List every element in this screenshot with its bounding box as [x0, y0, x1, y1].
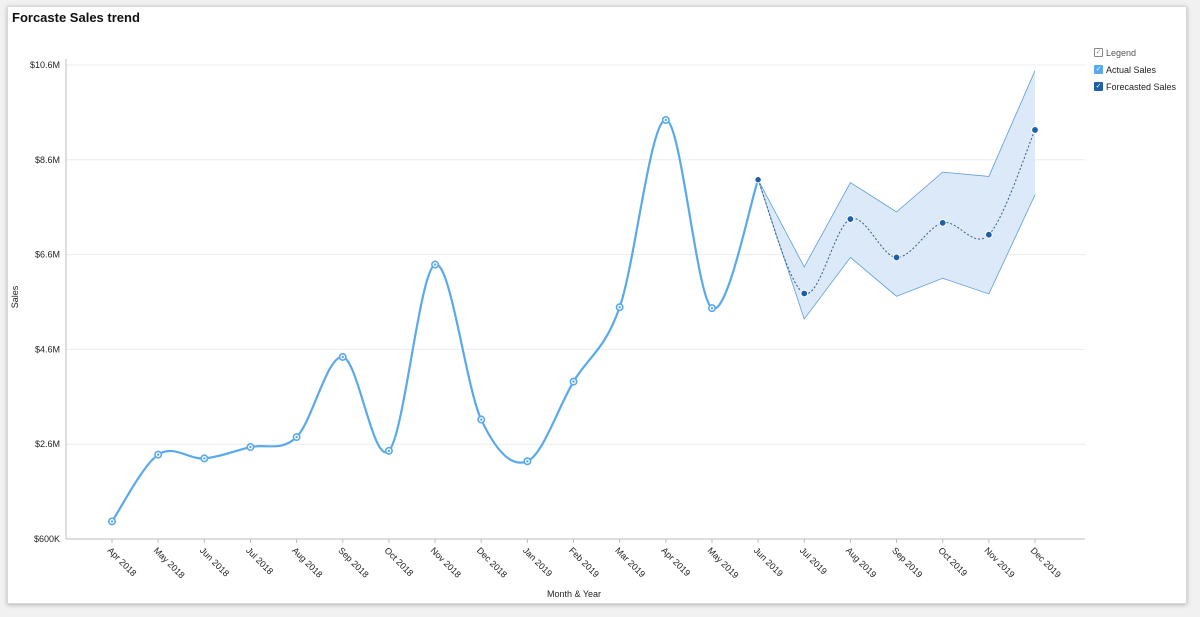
actual-sales-point-core	[387, 449, 391, 453]
legend-toggle-all-icon[interactable]: ✓	[1094, 48, 1103, 57]
x-tick-label: May 2019	[706, 545, 741, 580]
actual-sales-point-core	[710, 306, 714, 310]
legend-item-label: Actual Sales	[1106, 64, 1157, 75]
forecast-sales-point	[846, 215, 855, 223]
x-tick-label: Sep 2019	[890, 545, 924, 579]
chart-title: Forcaste Sales trend	[12, 10, 140, 25]
actual-sales-point-core	[156, 453, 160, 456]
actual-sales-point-core	[572, 380, 575, 383]
legend-item-forecasted-sales[interactable]: ✓ Forecasted Sales	[1094, 78, 1176, 95]
actual-sales-point-core	[433, 263, 437, 266]
checkbox-checked-icon[interactable]: ✓	[1094, 65, 1103, 74]
y-tick-label: $6.6M	[35, 250, 60, 260]
x-tick-label: Aug 2019	[844, 545, 878, 579]
y-tick-label: $4.6M	[35, 344, 60, 354]
x-tick-label: Jul 2018	[244, 545, 275, 576]
chart-card	[7, 6, 1187, 604]
x-tick-label: Apr 2019	[659, 545, 692, 578]
x-tick-label: Jun 2018	[198, 545, 231, 578]
confidence-band	[758, 70, 1035, 320]
forecast-sales-point	[800, 289, 809, 298]
legend-header[interactable]: ✓ Legend	[1094, 44, 1176, 61]
actual-sales-point-core	[526, 460, 529, 463]
axes	[65, 59, 1085, 543]
actual-sales-point-core	[618, 306, 621, 309]
actual-sales-point-core	[664, 118, 667, 122]
forecast-sales-point	[892, 253, 901, 262]
y-axis-label: Sales	[10, 285, 20, 308]
series-lines	[111, 118, 1036, 523]
x-tick-label: Jul 2019	[798, 545, 829, 576]
legend-item-label: Forecasted Sales	[1106, 81, 1177, 92]
actual-sales-point-core	[110, 520, 114, 523]
forecast-sales-point	[984, 230, 993, 239]
x-tick-label: Oct 2019	[936, 545, 969, 578]
x-tick-label: Jun 2019	[752, 545, 785, 578]
actual-sales-point	[754, 176, 762, 184]
actual-sales-point-core	[295, 435, 298, 439]
lower-bound-line	[757, 179, 1036, 320]
x-tick-label: Oct 2018	[382, 545, 415, 578]
legend-header-label: Legend	[1106, 47, 1137, 58]
y-tick-label: $10.6M	[30, 60, 60, 70]
x-tick-label: Apr 2018	[106, 545, 139, 578]
actual-sales-point-core	[341, 355, 344, 359]
actual-sales-point-core	[249, 445, 252, 449]
y-tick-label: $8.6M	[35, 155, 60, 165]
x-tick-label: Mar 2019	[613, 545, 647, 579]
x-tick-label: Dec 2018	[475, 545, 509, 579]
upper-bound-line	[757, 70, 1036, 268]
legend-item-actual-sales[interactable]: ✓ Actual Sales	[1094, 61, 1176, 78]
data-points	[108, 115, 1039, 526]
y-tick-label: $600K	[34, 534, 60, 544]
x-tick-label: Sep 2018	[336, 545, 370, 579]
legend: ✓ Legend ✓ Actual Sales ✓ Forecasted Sal…	[1094, 44, 1176, 95]
actual-sales-point-core	[203, 457, 206, 460]
forecast-band	[757, 70, 1036, 320]
x-axis-label: Month & Year	[547, 589, 601, 599]
forecast-sales-point	[938, 218, 947, 227]
x-tick-label: Nov 2018	[429, 545, 463, 579]
x-tick-label: Dec 2019	[1029, 545, 1063, 579]
x-tick-label: Feb 2019	[567, 545, 601, 579]
y-tick-label: $2.6M	[35, 439, 60, 449]
x-tick-label: Aug 2018	[290, 545, 324, 579]
x-tick-label: Jan 2019	[521, 545, 554, 578]
x-tick-label: Nov 2019	[982, 545, 1016, 579]
actual-sales-point-core	[480, 418, 483, 421]
forecast-sales-point	[1031, 126, 1039, 134]
tick-labels: $600K $2.6M $4.6M $6.6M $8.6M $10.6M Apr 2018 M…	[30, 60, 1063, 580]
x-tick-label: May 2018	[152, 545, 187, 580]
checkbox-checked-icon[interactable]: ✓	[1094, 82, 1103, 91]
actual-sales-line	[111, 118, 760, 523]
